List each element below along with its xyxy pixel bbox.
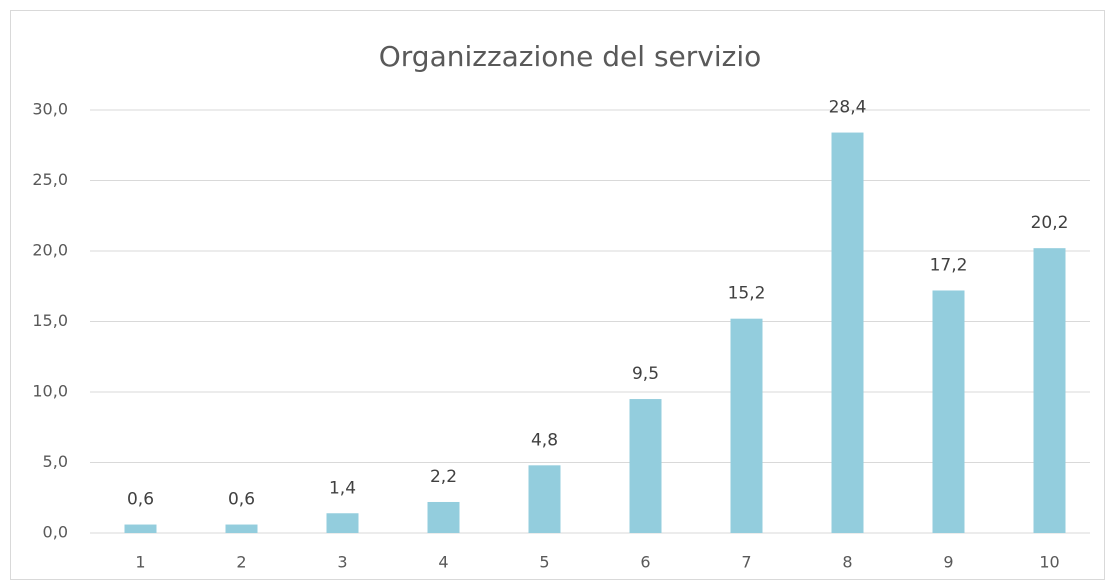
data-label: 1,4 xyxy=(329,478,356,498)
bar xyxy=(528,465,561,533)
data-label: 0,6 xyxy=(228,490,255,510)
data-label: 2,2 xyxy=(430,467,457,487)
x-tick-label: 5 xyxy=(539,553,549,572)
x-tick-label: 10 xyxy=(1039,553,1059,572)
y-tick-label: 10,0 xyxy=(32,382,68,401)
y-tick-label: 0,0 xyxy=(43,523,68,542)
data-label: 0,6 xyxy=(127,490,154,510)
y-tick-label: 20,0 xyxy=(32,241,68,260)
data-label: 17,2 xyxy=(930,255,968,275)
data-label: 28,4 xyxy=(829,98,867,118)
x-tick-label: 1 xyxy=(135,553,145,572)
x-tick-label: 2 xyxy=(236,553,246,572)
x-tick-label: 7 xyxy=(741,553,751,572)
x-tick-label: 3 xyxy=(337,553,347,572)
bar xyxy=(326,513,359,533)
y-tick-label: 30,0 xyxy=(32,100,68,119)
data-label: 4,8 xyxy=(531,430,558,450)
bar xyxy=(629,399,662,533)
bar xyxy=(932,290,965,533)
bar xyxy=(831,132,864,533)
data-label: 9,5 xyxy=(632,364,659,384)
x-tick-label: 9 xyxy=(943,553,953,572)
bar xyxy=(730,318,763,533)
bar xyxy=(225,524,258,533)
data-label: 15,2 xyxy=(728,284,766,304)
x-tick-label: 6 xyxy=(640,553,650,572)
data-label: 20,2 xyxy=(1031,213,1069,233)
bar xyxy=(427,501,460,533)
chart-title: Organizzazione del servizio xyxy=(379,40,762,73)
bar xyxy=(1033,248,1066,533)
bar xyxy=(124,524,157,533)
x-tick-label: 8 xyxy=(842,553,852,572)
y-tick-label: 5,0 xyxy=(43,452,68,471)
y-tick-label: 25,0 xyxy=(32,170,68,189)
y-tick-label: 15,0 xyxy=(32,311,68,330)
x-tick-label: 4 xyxy=(438,553,448,572)
